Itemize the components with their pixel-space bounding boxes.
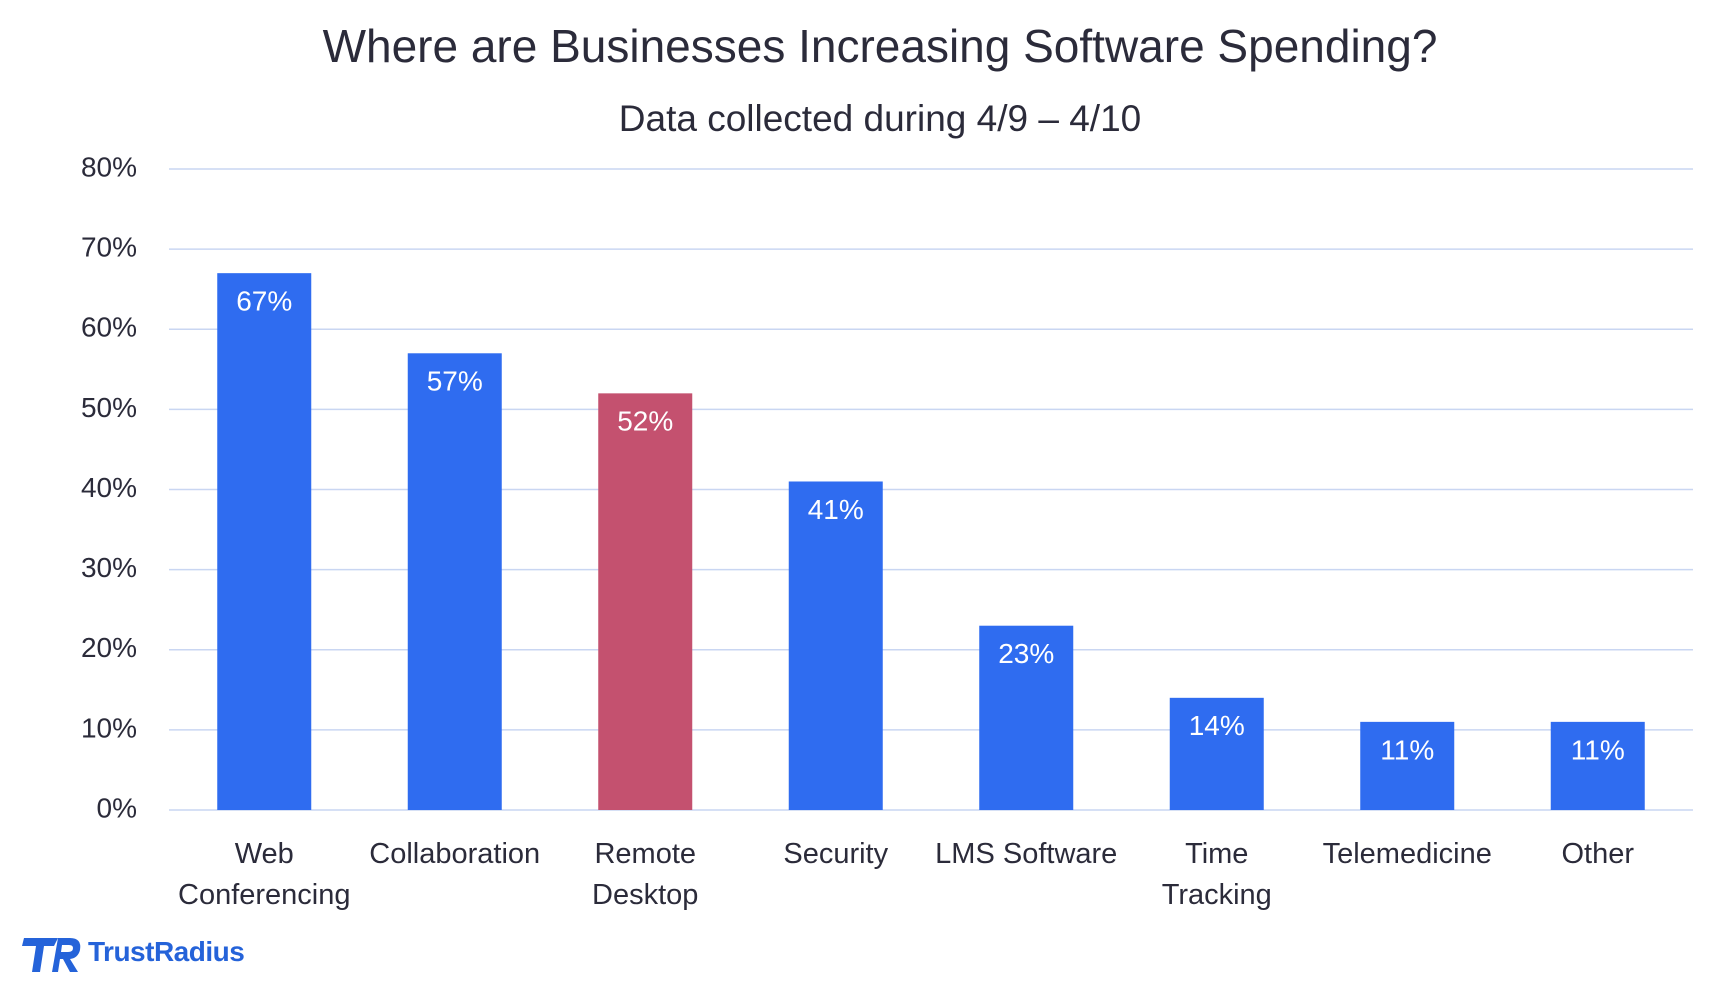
y-tick-label: 50% (81, 392, 137, 423)
chart-subtitle: Data collected during 4/9 – 4/10 (619, 98, 1141, 139)
value-label: 57% (427, 366, 483, 397)
bar (217, 273, 312, 811)
value-label: 67% (236, 286, 292, 317)
bar (979, 625, 1074, 810)
y-tick-label: 70% (81, 232, 137, 263)
value-label: 41% (808, 494, 864, 525)
x-tick-label: Security (783, 838, 889, 870)
x-tick-label: Other (1561, 838, 1635, 870)
logo-text: TrustRadius (88, 936, 245, 967)
value-label: 23% (998, 638, 1054, 669)
y-tick-label: 30% (81, 552, 137, 583)
x-tick-label: Time Tracking (1161, 838, 1272, 911)
bar (598, 393, 693, 810)
bar (1169, 697, 1264, 810)
value-label: 14% (1189, 710, 1245, 741)
x-tick-label: Remote Desktop (592, 838, 699, 911)
y-tick-label: 40% (81, 472, 137, 503)
value-label: 11% (1571, 734, 1625, 765)
y-tick-label: 20% (81, 632, 137, 663)
x-tick-label: Collaboration (369, 838, 541, 870)
bar (407, 353, 502, 810)
logo-icon (22, 938, 81, 972)
bar (1550, 721, 1645, 810)
value-label: 52% (617, 406, 673, 437)
y-tick-label: 0% (97, 792, 137, 823)
x-tick-label: Web Conferencing (178, 838, 351, 911)
bar (1360, 721, 1455, 810)
x-tick-label: LMS Software (935, 838, 1118, 870)
y-tick-label: 80% (81, 151, 137, 182)
chart-title: Where are Businesses Increasing Software… (323, 20, 1438, 72)
y-tick-label: 10% (81, 712, 137, 743)
y-tick-label: 60% (81, 312, 137, 343)
x-tick-label: Telemedicine (1322, 838, 1492, 870)
bar (788, 481, 883, 810)
value-label: 11% (1380, 734, 1434, 765)
